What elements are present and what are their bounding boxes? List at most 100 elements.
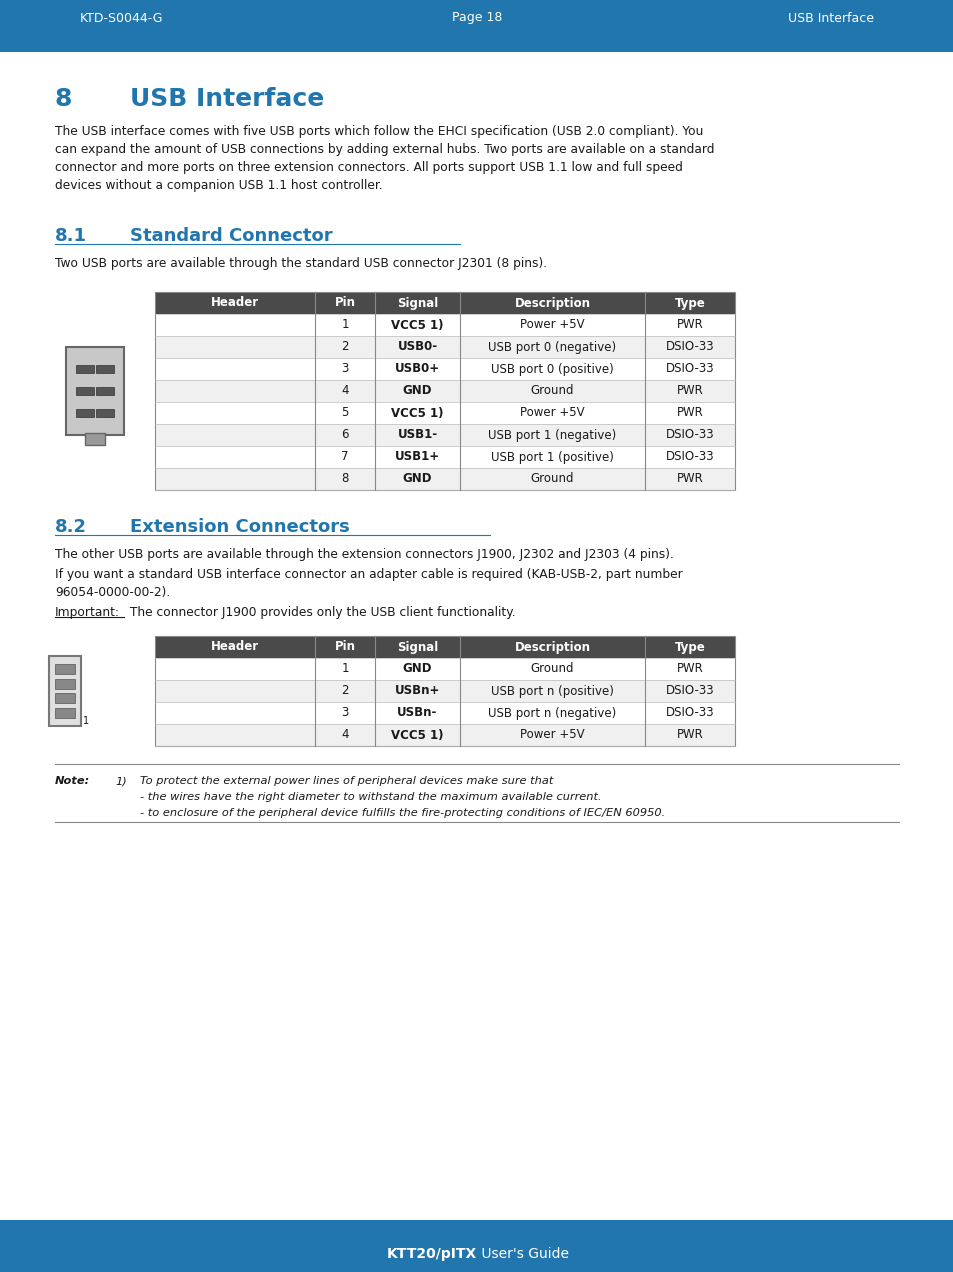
Text: DSIO-33: DSIO-33 [665,429,714,441]
Text: If you want a standard USB interface connector an adapter cable is required (KAB: If you want a standard USB interface con… [55,569,682,581]
Text: DSIO-33: DSIO-33 [665,363,714,375]
Text: Description: Description [514,641,590,654]
Text: KTD-S0044-G: KTD-S0044-G [80,11,163,24]
Bar [0,0,953,36]
Text: Ground: Ground [530,384,574,397]
Text: Type: Type [674,296,704,309]
Text: connector and more ports on three extension connectors. All ports support USB 1.: connector and more ports on three extens… [55,162,682,174]
Text: Power +5V: Power +5V [519,318,584,332]
Text: GND: GND [402,663,432,675]
Text: 1: 1 [341,318,349,332]
Text: 8: 8 [341,472,349,486]
Text: 5: 5 [341,407,349,420]
Text: USBn+: USBn+ [395,684,439,697]
Text: Pin: Pin [335,641,355,654]
Text: PWR: PWR [676,318,702,332]
Text: Ground: Ground [530,663,574,675]
Text: To protect the external power lines of peripheral devices make sure that: To protect the external power lines of p… [140,776,553,786]
Text: DSIO-33: DSIO-33 [665,450,714,463]
Text: 1): 1) [115,776,127,786]
Text: USB Interface: USB Interface [787,11,873,24]
Text: - the wires have the right diameter to withstand the maximum available current.: - the wires have the right diameter to w… [140,792,601,803]
Bar [154,336,734,357]
Bar [154,402,734,424]
Text: 3: 3 [341,706,349,720]
Text: DSIO-33: DSIO-33 [665,341,714,354]
Bar [154,357,734,380]
Text: GND: GND [402,472,432,486]
Bar [66,347,124,435]
Text: 4: 4 [341,384,349,397]
Text: The other USB ports are available through the extension connectors J1900, J2302 : The other USB ports are available throug… [55,548,673,561]
Text: PWR: PWR [676,472,702,486]
Bar [154,293,734,314]
Text: 8.1: 8.1 [55,226,87,245]
Text: devices without a companion USB 1.1 host controller.: devices without a companion USB 1.1 host… [55,179,382,192]
Text: GND: GND [402,384,432,397]
Bar [96,410,113,417]
Text: Note:: Note: [55,776,90,786]
Text: Header: Header [211,641,259,654]
Bar [76,410,94,417]
Text: Page 18: Page 18 [452,11,501,24]
Text: The USB interface comes with five USB ports which follow the EHCI specification : The USB interface comes with five USB po… [55,125,702,137]
Text: The connector J1900 provides only the USB client functionality.: The connector J1900 provides only the US… [126,605,515,619]
Text: 7: 7 [341,450,349,463]
Text: 8.2: 8.2 [55,518,87,536]
Text: 6: 6 [341,429,349,441]
Bar [154,702,734,724]
Bar [154,636,734,658]
Bar [96,387,113,396]
Text: VCC5 1): VCC5 1) [391,407,443,420]
Text: Standard Connector: Standard Connector [130,226,333,245]
Bar [55,664,75,674]
Text: USB port 1 (positive): USB port 1 (positive) [491,450,614,463]
Text: 8: 8 [55,86,72,111]
Text: USB0+: USB0+ [395,363,439,375]
Text: - to enclosure of the peripheral device fulfills the fire-protecting conditions : - to enclosure of the peripheral device … [140,808,664,818]
Bar [154,724,734,745]
Text: USB Interface: USB Interface [130,86,324,111]
Text: USBn-: USBn- [396,706,437,720]
Text: VCC5 1): VCC5 1) [391,318,443,332]
Bar [76,365,94,373]
Text: 96054-0000-00-2).: 96054-0000-00-2). [55,586,170,599]
Bar [154,293,734,490]
Text: USB port 0 (negative): USB port 0 (negative) [488,341,616,354]
Bar [154,314,734,336]
Text: Signal: Signal [396,641,437,654]
Text: Pin: Pin [335,296,355,309]
Bar [55,679,75,689]
Bar [154,636,734,745]
Bar [0,1236,953,1272]
FancyBboxPatch shape [0,1220,953,1272]
Text: USB1-: USB1- [397,429,437,441]
Text: USB port 0 (positive): USB port 0 (positive) [491,363,613,375]
Text: can expand the amount of USB connections by adding external hubs. Two ports are : can expand the amount of USB connections… [55,142,714,156]
Bar [154,658,734,681]
Text: PWR: PWR [676,663,702,675]
Text: USB port 1 (negative): USB port 1 (negative) [488,429,616,441]
Text: USB port n (positive): USB port n (positive) [491,684,614,697]
Bar [96,365,113,373]
Text: PWR: PWR [676,407,702,420]
Text: USB0-: USB0- [397,341,437,354]
Text: Power +5V: Power +5V [519,729,584,742]
Text: USB port n (negative): USB port n (negative) [488,706,616,720]
Text: USB1+: USB1+ [395,450,439,463]
Text: Ground: Ground [530,472,574,486]
FancyBboxPatch shape [0,0,953,52]
Bar [154,424,734,446]
Text: PWR: PWR [676,729,702,742]
Text: Extension Connectors: Extension Connectors [130,518,350,536]
Text: KTT20/pITX: KTT20/pITX [386,1247,476,1261]
Text: Power +5V: Power +5V [519,407,584,420]
Bar [154,380,734,402]
Text: Important:: Important: [55,605,120,619]
Bar [154,446,734,468]
Text: DSIO-33: DSIO-33 [665,684,714,697]
Text: VCC5 1): VCC5 1) [391,729,443,742]
Text: Header: Header [211,296,259,309]
Text: 1: 1 [83,716,89,726]
Bar [76,387,94,396]
